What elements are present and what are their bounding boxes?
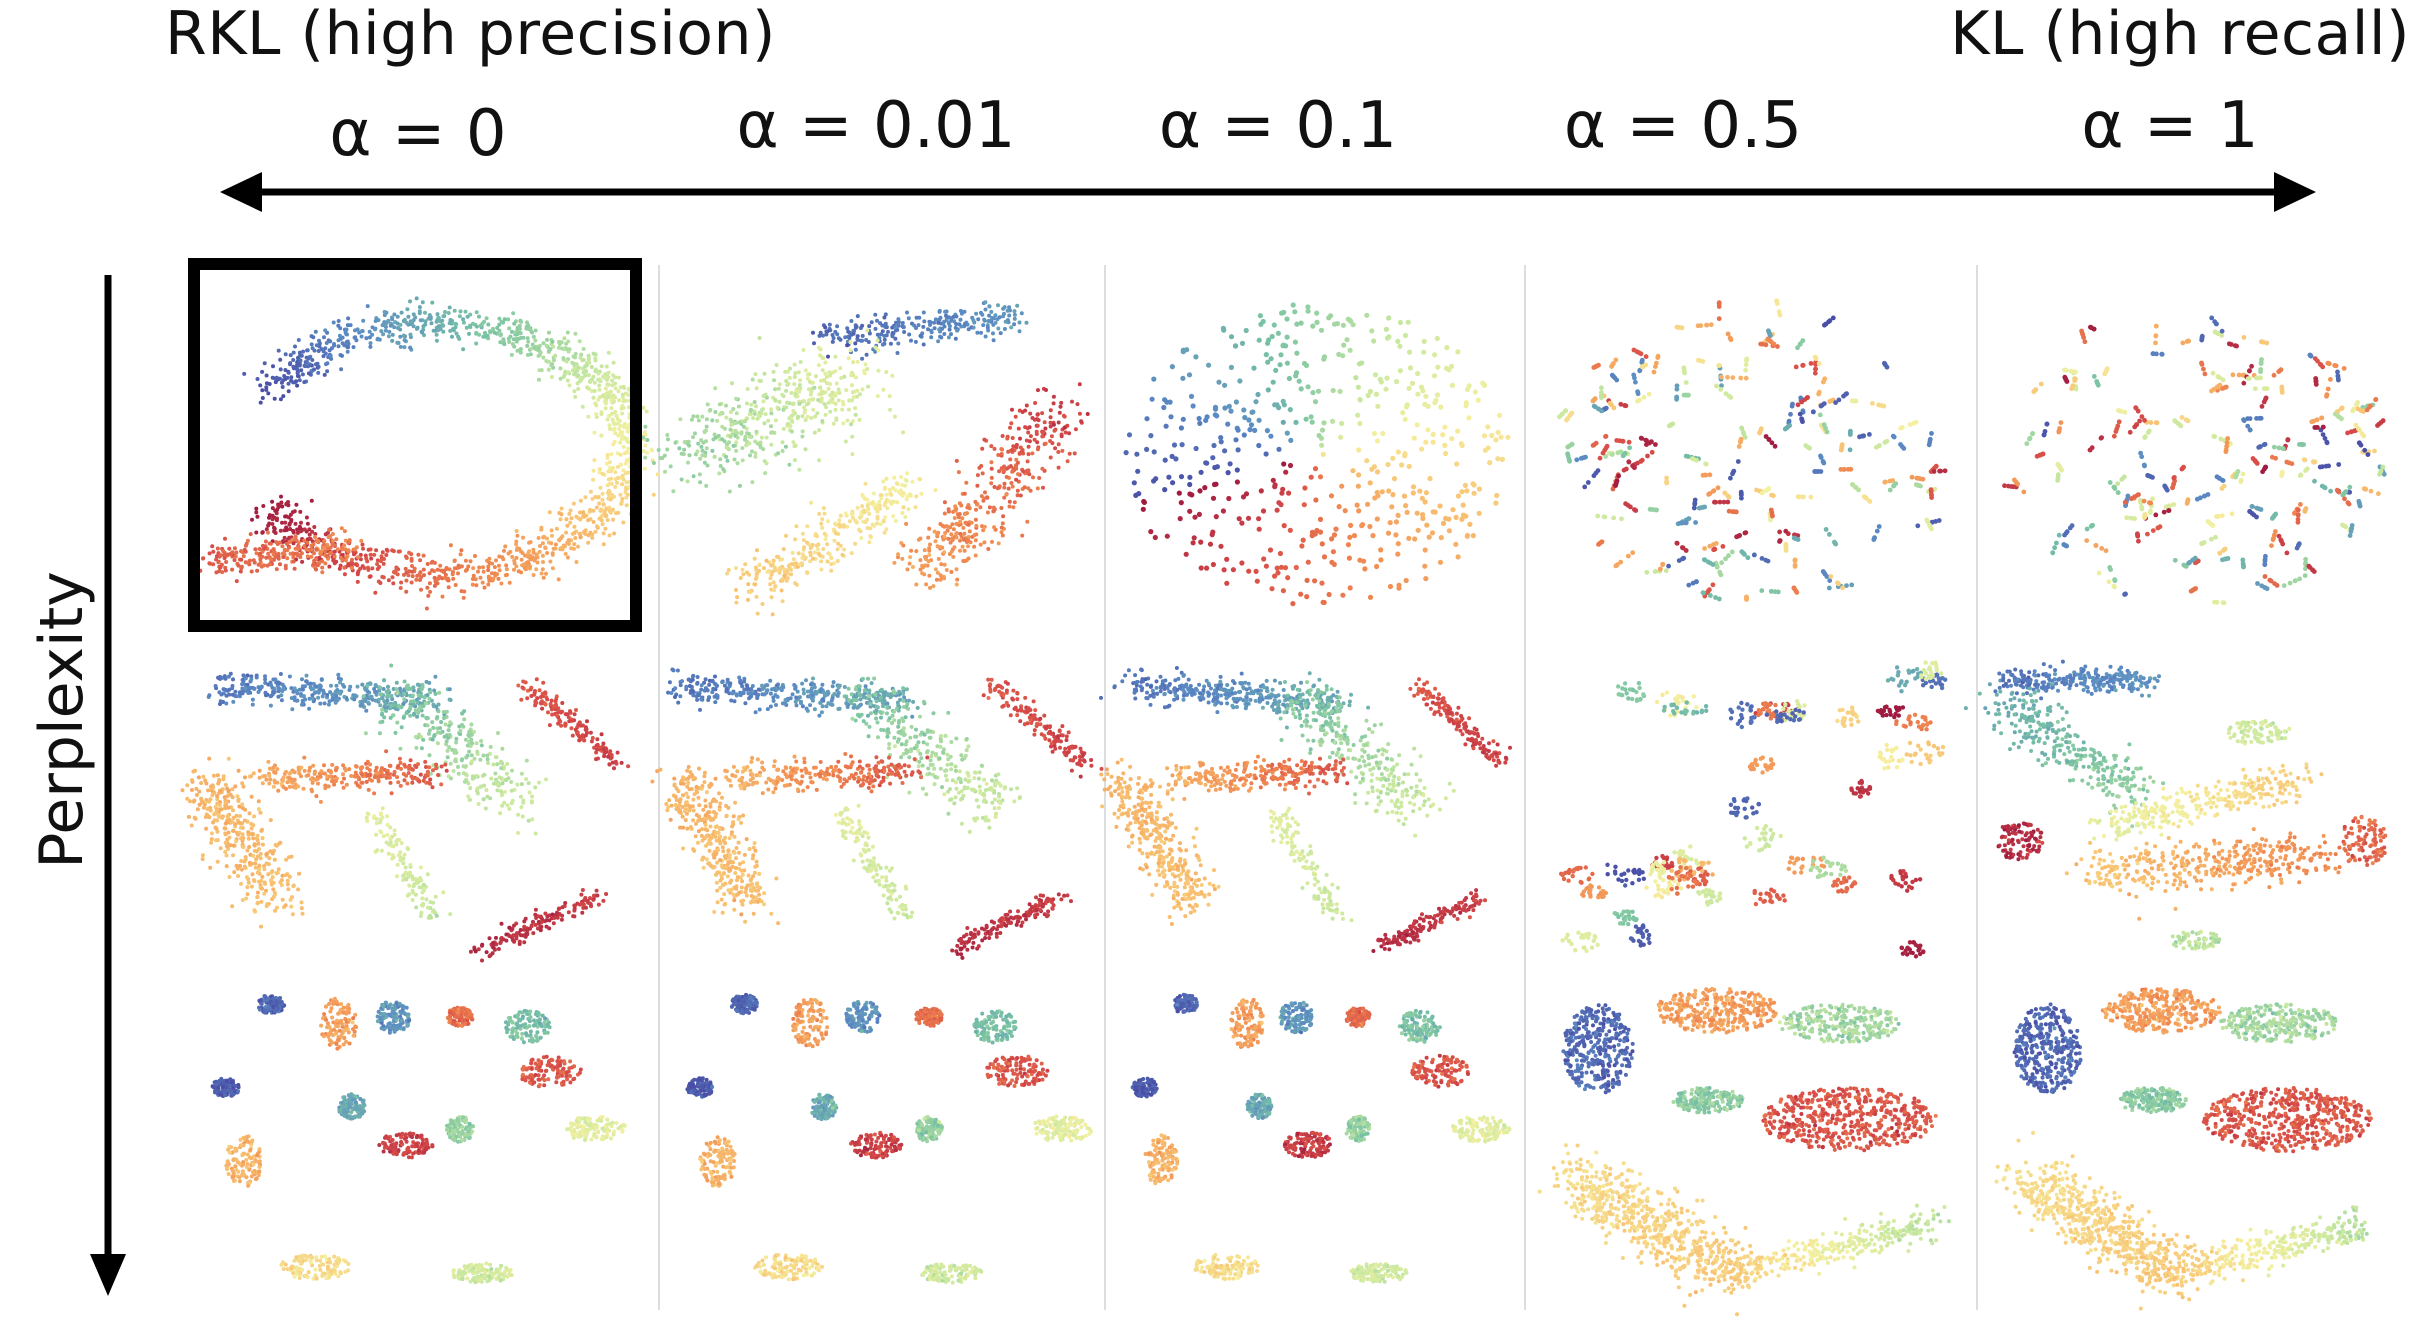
column-dividers: [658, 265, 1978, 1310]
scatter-panel-r0-c1: [636, 300, 1090, 617]
scatter-panel-r1-c0: [180, 663, 631, 963]
precision-recall-arrow: [220, 172, 2316, 212]
scatter-panel-r1-c4: [1963, 659, 2388, 951]
scatter-panel-r0-c2: [1123, 302, 1511, 607]
alpha-label-4: α = 1: [2081, 94, 2258, 158]
kl-label: KL (high recall): [1950, 4, 2410, 64]
scatter-panels: [180, 296, 2388, 1317]
alpha-label-2: α = 0.1: [1159, 94, 1397, 158]
scatter-panel-r2-c4: [1994, 987, 2373, 1311]
highlight-frame: [188, 258, 642, 632]
scatter-panel-r1-c3: [1559, 660, 1948, 959]
alpha-label-3: α = 0.5: [1564, 94, 1802, 158]
rkl-label: RKL (high precision): [165, 4, 776, 64]
alpha-label-1: α = 0.01: [737, 94, 1016, 158]
scatter-panel-r0-c0: [195, 296, 660, 611]
scatter-panel-r2-c0: [210, 994, 627, 1285]
scatter-panel-r0-c3: [1557, 298, 1948, 602]
scatter-panel-r1-c1: [650, 667, 1104, 960]
scatter-panel-r2-c3: [1537, 986, 1951, 1317]
scatter-panel-r2-c1: [685, 992, 1093, 1285]
scatter-panel-r1-c2: [1099, 666, 1512, 953]
scatter-panel-r0-c4: [2002, 315, 2387, 606]
alpha-label-0: α = 0: [329, 102, 506, 166]
perplexity-arrow: [90, 275, 126, 1296]
scatter-panel-r2-c2: [1130, 992, 1512, 1284]
